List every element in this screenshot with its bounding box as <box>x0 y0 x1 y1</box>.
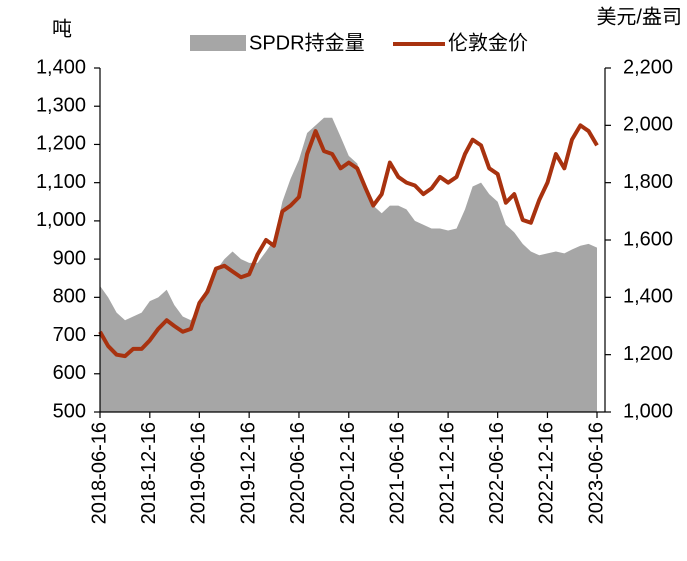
y-tick-label: 1,200 <box>36 133 86 155</box>
line <box>98 123 599 359</box>
x-tick-label: 2022-12-16 <box>536 422 558 524</box>
x-tick-label: 2018-12-16 <box>138 422 160 524</box>
y-axis-label: 吨 <box>52 17 72 40</box>
y-tick-label: 700 <box>53 324 86 346</box>
y-tick-label: 800 <box>53 286 86 308</box>
area <box>100 117 597 412</box>
x-tick-label: 2020-06-16 <box>287 422 309 524</box>
y2-tick-label: 2,200 <box>623 56 673 78</box>
y-tick-label: 500 <box>53 400 86 422</box>
x-tick-label: 2019-12-16 <box>237 422 259 524</box>
x-tick-label: 2022-06-16 <box>486 422 508 524</box>
y-tick-label: 1,100 <box>36 171 86 193</box>
legend-label: SPDR持金量 <box>249 31 365 54</box>
y-tick-label: 1,300 <box>36 95 86 117</box>
y-tick-label: 900 <box>53 247 86 269</box>
x-tick-label: 2020-12-16 <box>337 422 359 524</box>
x-tick-label: 2019-06-16 <box>188 422 210 524</box>
x-tick-label: 2021-12-16 <box>436 422 458 524</box>
x-tick-label: 2023-06-16 <box>585 422 607 524</box>
y2-axis-label: 美元/盎司 <box>596 5 682 28</box>
x-tick-label: 2021-06-16 <box>387 422 409 524</box>
x-tick-label: 2018-06-16 <box>88 422 110 524</box>
y-tick-label: 600 <box>53 362 86 384</box>
legend-label: 伦敦金价 <box>448 31 528 54</box>
y2-tick-label: 1,800 <box>623 171 673 193</box>
y2-tick-label: 1,400 <box>623 286 673 308</box>
y-tick-label: 1,000 <box>36 209 86 231</box>
y2-tick-label: 1,600 <box>623 228 673 250</box>
y2-tick-label: 1,000 <box>623 400 673 422</box>
y-tick-label: 1,400 <box>36 56 86 78</box>
y2-tick-label: 1,200 <box>623 343 673 365</box>
y2-tick-label: 2,000 <box>623 114 673 136</box>
legend-swatch <box>190 35 246 51</box>
